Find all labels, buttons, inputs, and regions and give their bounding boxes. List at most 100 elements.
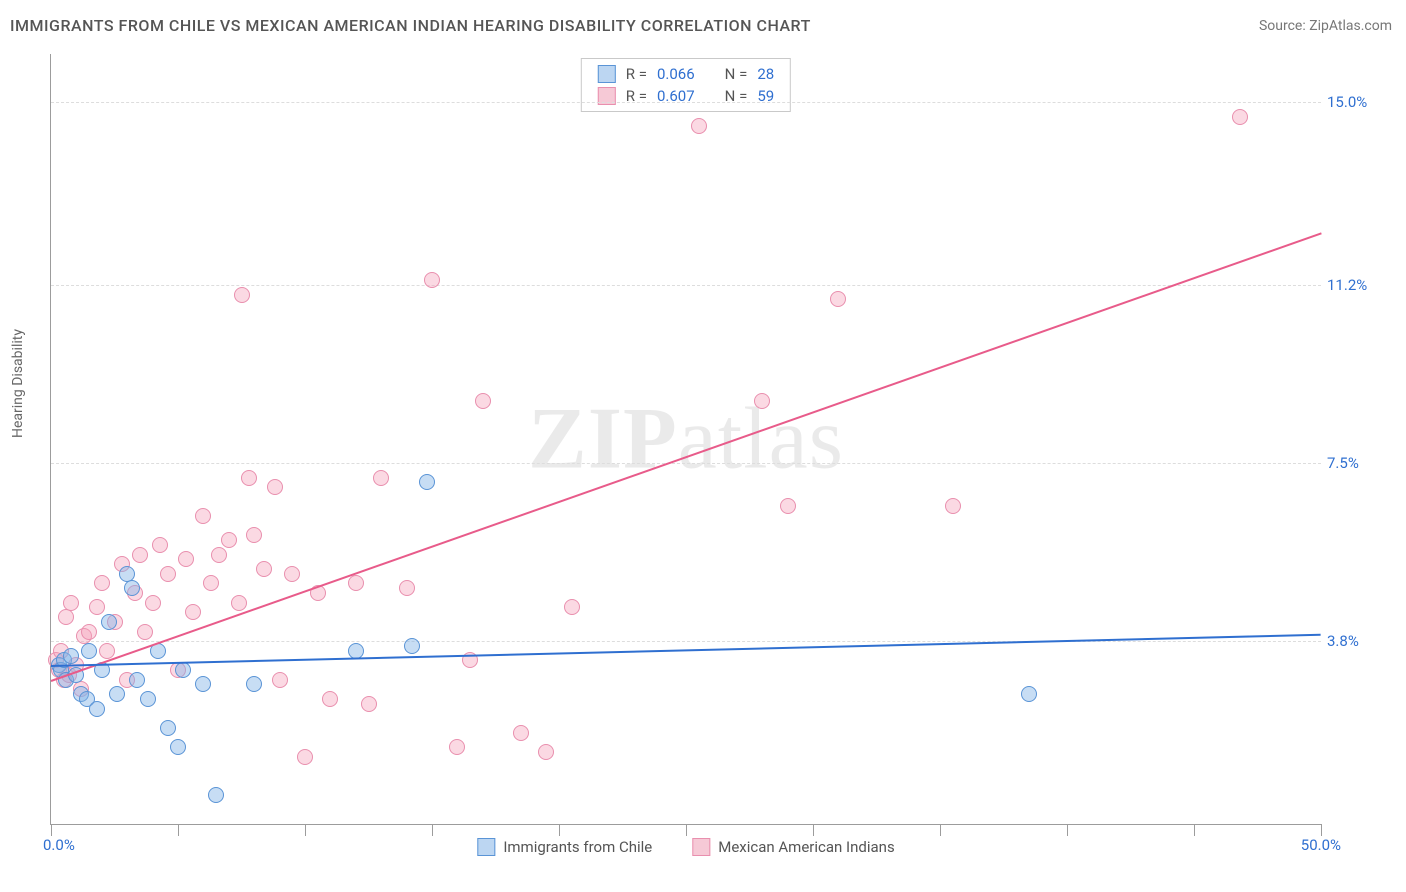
data-point-mex xyxy=(203,575,219,591)
data-point-mex xyxy=(145,595,161,611)
watermark-bold: ZIP xyxy=(528,391,678,488)
legend-series: Immigrants from Chile Mexican American I… xyxy=(477,838,894,856)
data-point-chile xyxy=(140,691,156,707)
data-point-mex xyxy=(99,643,115,659)
data-point-chile xyxy=(208,787,224,803)
data-point-mex xyxy=(691,118,707,134)
data-point-mex xyxy=(297,749,313,765)
legend-stats: R = 0.066 N = 28 R = 0.607 N = 59 xyxy=(581,58,791,112)
data-point-mex xyxy=(63,595,79,611)
legend-n-value-chile: 28 xyxy=(757,65,774,83)
data-point-chile xyxy=(63,648,79,664)
watermark: ZIPatlas xyxy=(528,389,844,490)
data-point-mex xyxy=(513,725,529,741)
data-point-mex xyxy=(246,527,262,543)
data-point-mex xyxy=(361,696,377,712)
data-point-mex xyxy=(231,595,247,611)
data-point-mex xyxy=(58,609,74,625)
y-axis-tick-label: 7.5% xyxy=(1327,454,1377,472)
data-point-mex xyxy=(780,498,796,514)
x-axis-tick xyxy=(940,824,941,836)
data-point-chile xyxy=(109,686,125,702)
data-point-mex xyxy=(449,739,465,755)
x-axis-tick xyxy=(51,824,52,836)
data-point-mex xyxy=(152,537,168,553)
data-point-chile xyxy=(1021,686,1037,702)
source-label: Source: xyxy=(1259,18,1306,34)
x-axis-tick xyxy=(813,824,814,836)
data-point-chile xyxy=(89,701,105,717)
x-axis-tick xyxy=(559,824,560,836)
legend-swatch-mex xyxy=(692,838,710,856)
data-point-chile xyxy=(81,643,97,659)
plot-area: ZIPatlas R = 0.066 N = 28 R = 0.607 N = … xyxy=(50,54,1321,825)
trendline-chile xyxy=(51,634,1321,667)
legend-label-mex: Mexican American Indians xyxy=(718,838,894,856)
chart-title: IMMIGRANTS FROM CHILE VS MEXICAN AMERICA… xyxy=(10,16,811,35)
data-point-mex xyxy=(322,691,338,707)
data-point-mex xyxy=(178,551,194,567)
data-point-mex xyxy=(221,532,237,548)
x-axis-start-label: 0.0% xyxy=(43,836,75,854)
data-point-chile xyxy=(160,720,176,736)
data-point-chile xyxy=(419,474,435,490)
y-axis-tick-label: 3.8% xyxy=(1327,632,1377,650)
data-point-mex xyxy=(564,599,580,615)
legend-r-label: R = xyxy=(626,65,647,83)
legend-swatch-chile xyxy=(598,65,616,83)
x-axis-tick xyxy=(686,824,687,836)
data-point-mex xyxy=(348,575,364,591)
legend-item-chile: Immigrants from Chile xyxy=(477,838,652,856)
gridline xyxy=(51,641,1321,642)
data-point-mex xyxy=(89,599,105,615)
x-axis-tick xyxy=(432,824,433,836)
data-point-chile xyxy=(404,638,420,654)
data-point-mex xyxy=(830,291,846,307)
data-point-mex xyxy=(185,604,201,620)
data-point-mex xyxy=(132,547,148,563)
x-axis-tick xyxy=(1321,824,1322,836)
data-point-mex xyxy=(284,566,300,582)
data-point-chile xyxy=(246,676,262,692)
data-point-mex xyxy=(137,624,153,640)
x-axis-tick xyxy=(178,824,179,836)
source-value: ZipAtlas.com xyxy=(1309,18,1392,34)
y-axis-tick-label: 15.0% xyxy=(1327,93,1377,111)
legend-item-mex: Mexican American Indians xyxy=(692,838,894,856)
legend-stats-row-chile: R = 0.066 N = 28 xyxy=(582,63,790,85)
x-axis-tick xyxy=(1194,824,1195,836)
data-point-mex xyxy=(538,744,554,760)
x-axis-tick xyxy=(305,824,306,836)
source-attribution: Source: ZipAtlas.com xyxy=(1259,18,1392,34)
data-point-mex xyxy=(81,624,97,640)
data-point-mex xyxy=(399,580,415,596)
data-point-mex xyxy=(160,566,176,582)
data-point-mex xyxy=(373,470,389,486)
legend-swatch-chile xyxy=(477,838,495,856)
data-point-mex xyxy=(475,393,491,409)
data-point-mex xyxy=(211,547,227,563)
legend-n-label: N = xyxy=(725,65,748,83)
y-axis-label: Hearing Disability xyxy=(10,329,26,438)
data-point-mex xyxy=(272,672,288,688)
data-point-mex xyxy=(234,287,250,303)
data-point-mex xyxy=(945,498,961,514)
gridline xyxy=(51,463,1321,464)
data-point-mex xyxy=(267,479,283,495)
data-point-chile xyxy=(195,676,211,692)
legend-r-value-chile: 0.066 xyxy=(657,65,695,83)
data-point-mex xyxy=(94,575,110,591)
data-point-chile xyxy=(175,662,191,678)
data-point-mex xyxy=(195,508,211,524)
data-point-mex xyxy=(1232,109,1248,125)
data-point-chile xyxy=(129,672,145,688)
data-point-chile xyxy=(170,739,186,755)
gridline xyxy=(51,285,1321,286)
gridline xyxy=(51,102,1321,103)
x-axis-tick xyxy=(1067,824,1068,836)
y-axis-tick-label: 11.2% xyxy=(1327,276,1377,294)
data-point-mex xyxy=(241,470,257,486)
data-point-mex xyxy=(754,393,770,409)
chart-container: IMMIGRANTS FROM CHILE VS MEXICAN AMERICA… xyxy=(0,0,1406,892)
data-point-mex xyxy=(256,561,272,577)
